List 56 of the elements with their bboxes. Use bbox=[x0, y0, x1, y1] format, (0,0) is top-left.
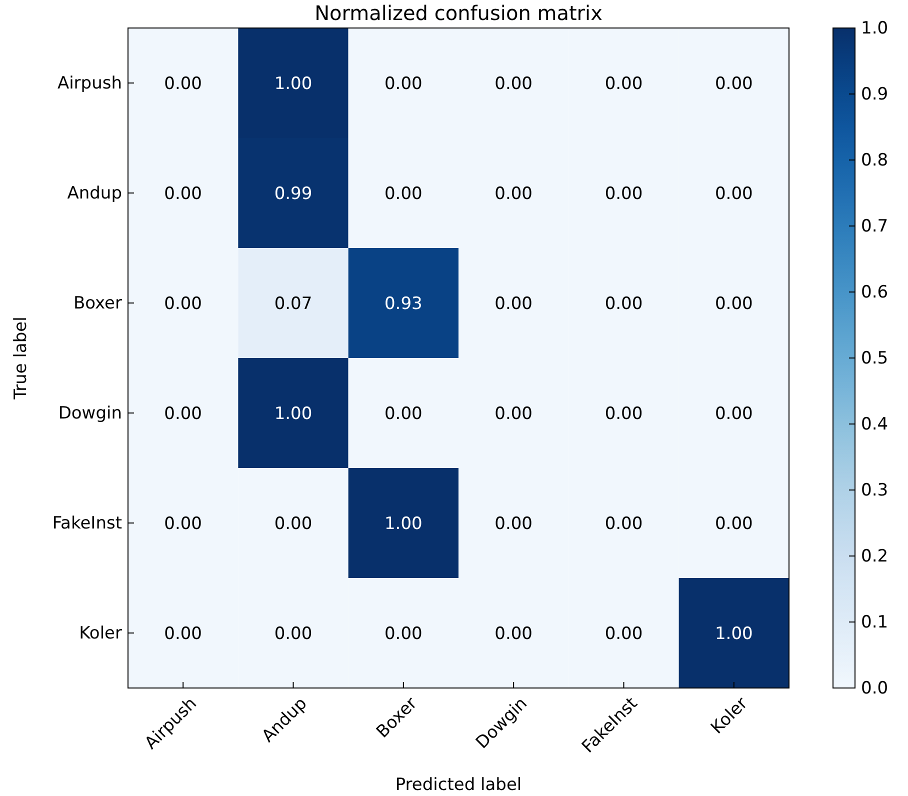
data-label: 0.00 bbox=[274, 514, 312, 534]
data-label: 0.00 bbox=[604, 514, 643, 534]
data-label: 0.07 bbox=[274, 294, 312, 314]
data-label: 0.00 bbox=[164, 624, 202, 644]
data-label: 0.00 bbox=[714, 404, 753, 424]
y-tick-label: Koler bbox=[79, 623, 122, 644]
data-label: 0.00 bbox=[714, 514, 753, 534]
color-bar-label: 0.9 bbox=[861, 84, 888, 104]
y-tick-label: Andup bbox=[67, 183, 122, 204]
color-bar-label: 0.1 bbox=[861, 612, 888, 632]
data-label: 0.00 bbox=[164, 404, 202, 424]
data-label: 1.00 bbox=[384, 514, 422, 534]
data-label: 0.00 bbox=[384, 74, 422, 94]
color-bar-label: 0.3 bbox=[861, 480, 888, 500]
color-bar-label: 0.8 bbox=[861, 150, 888, 170]
data-label: 0.00 bbox=[384, 404, 422, 424]
color-bar-label: 0.5 bbox=[861, 348, 888, 368]
data-label: 0.00 bbox=[384, 184, 422, 204]
color-bar-label: 0.2 bbox=[861, 546, 888, 566]
y-axis-title: True label bbox=[11, 316, 31, 400]
color-bar-label: 0.4 bbox=[861, 414, 888, 434]
data-label: 0.00 bbox=[164, 74, 202, 94]
data-label: 1.00 bbox=[274, 74, 312, 94]
data-label: 0.00 bbox=[274, 624, 312, 644]
data-label: 1.00 bbox=[714, 624, 753, 644]
data-label: 0.00 bbox=[494, 184, 533, 204]
data-label: 0.00 bbox=[164, 514, 202, 534]
color-bar-label: 1.0 bbox=[861, 18, 888, 38]
data-label: 0.00 bbox=[494, 404, 533, 424]
chart-title: Normalized confusion matrix bbox=[314, 1, 603, 25]
data-label: 0.00 bbox=[494, 74, 533, 94]
data-label: 0.00 bbox=[604, 74, 643, 94]
y-tick-label: Boxer bbox=[73, 293, 122, 314]
data-label: 0.00 bbox=[604, 404, 643, 424]
data-label: 0.93 bbox=[384, 294, 422, 314]
data-label: 0.00 bbox=[604, 624, 643, 644]
data-label: 0.00 bbox=[494, 294, 533, 314]
data-label: 1.00 bbox=[274, 404, 312, 424]
data-label: 0.99 bbox=[274, 184, 312, 204]
data-label: 0.00 bbox=[164, 184, 202, 204]
data-label: 0.00 bbox=[494, 514, 533, 534]
data-label: 0.00 bbox=[494, 624, 533, 644]
data-label: 0.00 bbox=[714, 74, 753, 94]
data-label: 0.00 bbox=[384, 624, 422, 644]
x-axis-title: Predicted label bbox=[395, 775, 522, 795]
y-tick-label: FakeInst bbox=[52, 513, 122, 534]
data-label: 0.00 bbox=[604, 294, 643, 314]
color-bar-label: 0.7 bbox=[861, 216, 888, 236]
color-bar-label: 0.0 bbox=[861, 678, 888, 698]
data-label: 0.00 bbox=[604, 184, 643, 204]
y-tick-label: Dowgin bbox=[58, 403, 122, 424]
data-label: 0.00 bbox=[714, 294, 753, 314]
data-label: 0.00 bbox=[714, 184, 753, 204]
y-tick-label: Airpush bbox=[57, 73, 122, 94]
data-label: 0.00 bbox=[164, 294, 202, 314]
color-bar-label: 0.6 bbox=[861, 282, 888, 302]
